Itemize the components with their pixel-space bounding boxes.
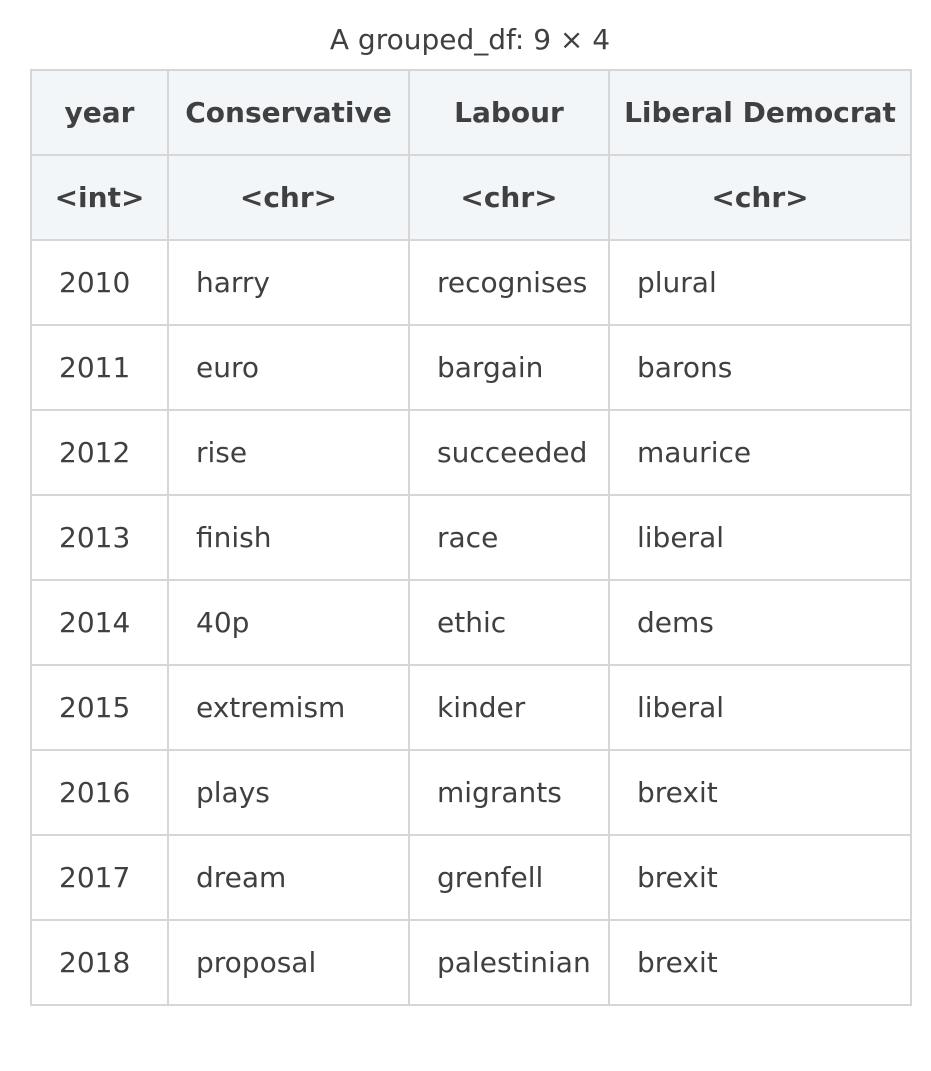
cell-conservative: 40p bbox=[167, 579, 410, 666]
cell-labour: race bbox=[408, 494, 610, 581]
cell-labour: palestinian bbox=[408, 919, 610, 1006]
cell-year: 2011 bbox=[30, 324, 169, 411]
table-caption: A grouped_df: 9 × 4 bbox=[329, 23, 611, 56]
cell-conservative: dream bbox=[167, 834, 410, 921]
cell-labour: grenfell bbox=[408, 834, 610, 921]
cell-liberal-democrat: liberal bbox=[608, 494, 912, 581]
cell-liberal-democrat: plural bbox=[608, 239, 912, 326]
cell-year: 2016 bbox=[30, 749, 169, 836]
cell-labour: kinder bbox=[408, 664, 610, 751]
table-row: 2011 euro bargain barons bbox=[30, 324, 912, 411]
table-row: 2018 proposal palestinian brexit bbox=[30, 919, 912, 1006]
table-row: 2014 40p ethic dems bbox=[30, 579, 912, 666]
cell-liberal-democrat: dems bbox=[608, 579, 912, 666]
cell-conservative: extremism bbox=[167, 664, 410, 751]
table-row: 2016 plays migrants brexit bbox=[30, 749, 912, 836]
table-row: 2015 extremism kinder liberal bbox=[30, 664, 912, 751]
cell-conservative: plays bbox=[167, 749, 410, 836]
cell-conservative: proposal bbox=[167, 919, 410, 1006]
cell-labour: ethic bbox=[408, 579, 610, 666]
column-header-labour: Labour bbox=[408, 69, 610, 156]
cell-conservative: euro bbox=[167, 324, 410, 411]
cell-year: 2012 bbox=[30, 409, 169, 496]
cell-year: 2013 bbox=[30, 494, 169, 581]
data-table: year Conservative Labour Liberal Democra… bbox=[30, 69, 912, 1006]
cell-year: 2018 bbox=[30, 919, 169, 1006]
column-type-liberal-democrat: <chr> bbox=[608, 154, 912, 241]
table-row: 2013 finish race liberal bbox=[30, 494, 912, 581]
column-header-liberal-democrat: Liberal Democrat bbox=[608, 69, 912, 156]
table-row: 2012 rise succeeded maurice bbox=[30, 409, 912, 496]
cell-conservative: finish bbox=[167, 494, 410, 581]
cell-year: 2017 bbox=[30, 834, 169, 921]
cell-liberal-democrat: brexit bbox=[608, 919, 912, 1006]
cell-liberal-democrat: maurice bbox=[608, 409, 912, 496]
header-row: year Conservative Labour Liberal Democra… bbox=[30, 69, 912, 156]
column-header-year: year bbox=[30, 69, 169, 156]
column-header-conservative: Conservative bbox=[167, 69, 410, 156]
table-row: 2017 dream grenfell brexit bbox=[30, 834, 912, 921]
cell-year: 2010 bbox=[30, 239, 169, 326]
cell-liberal-democrat: brexit bbox=[608, 834, 912, 921]
cell-liberal-democrat: barons bbox=[608, 324, 912, 411]
column-type-year: <int> bbox=[30, 154, 169, 241]
cell-labour: succeeded bbox=[408, 409, 610, 496]
cell-liberal-democrat: brexit bbox=[608, 749, 912, 836]
cell-year: 2015 bbox=[30, 664, 169, 751]
table-row: 2010 harry recognises plural bbox=[30, 239, 912, 326]
cell-year: 2014 bbox=[30, 579, 169, 666]
column-type-labour: <chr> bbox=[408, 154, 610, 241]
cell-conservative: harry bbox=[167, 239, 410, 326]
cell-labour: bargain bbox=[408, 324, 610, 411]
type-row: <int> <chr> <chr> <chr> bbox=[30, 154, 912, 241]
cell-labour: recognises bbox=[408, 239, 610, 326]
cell-liberal-democrat: liberal bbox=[608, 664, 912, 751]
cell-labour: migrants bbox=[408, 749, 610, 836]
column-type-conservative: <chr> bbox=[167, 154, 410, 241]
cell-conservative: rise bbox=[167, 409, 410, 496]
